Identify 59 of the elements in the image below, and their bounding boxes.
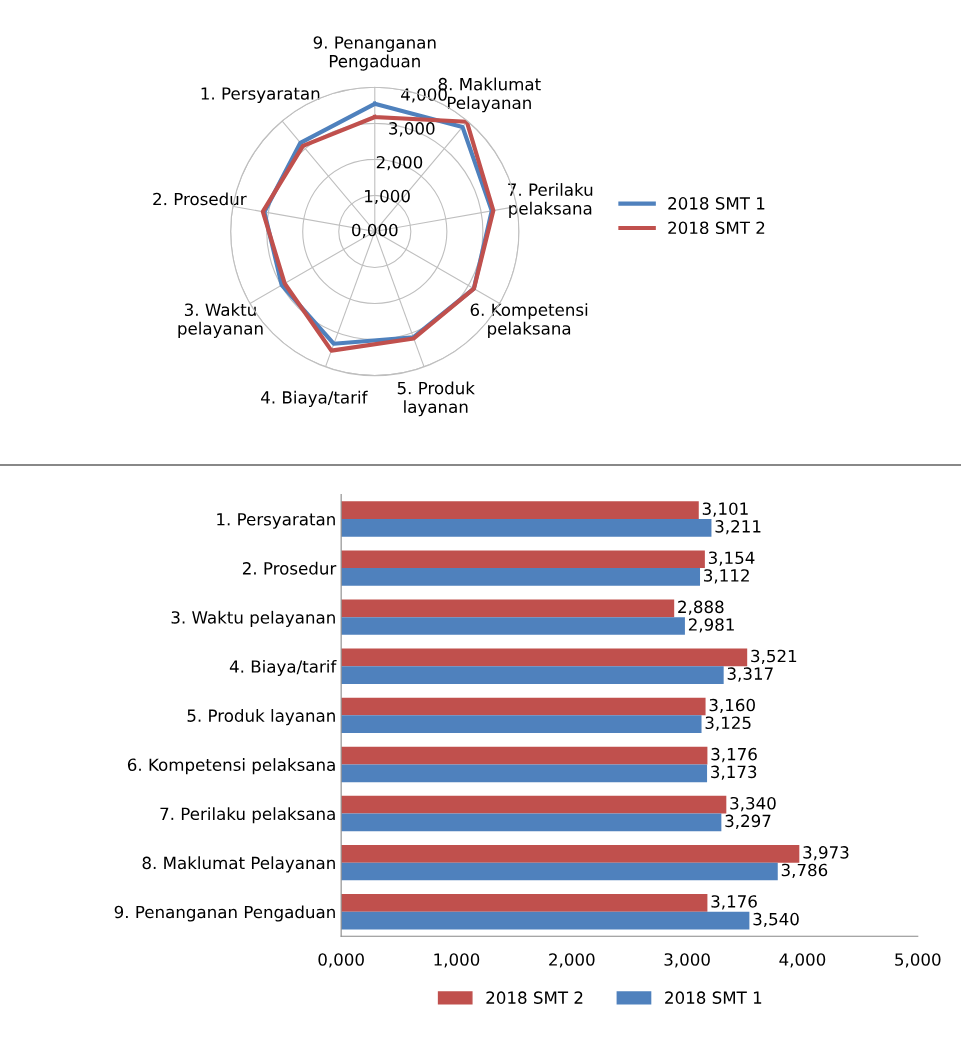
data-label: 3,173 bbox=[711, 765, 757, 780]
data-label: 3,125 bbox=[705, 716, 751, 731]
x-tick-label: 5,000 bbox=[895, 953, 941, 968]
bar bbox=[341, 550, 705, 569]
y-tick-label: 6. Kompetensi pelaksana bbox=[127, 758, 335, 775]
bar bbox=[341, 862, 778, 881]
x-tick-label: 3,000 bbox=[664, 953, 710, 968]
y-tick-label: 4. Biaya/tarif bbox=[229, 659, 337, 677]
bar bbox=[341, 844, 800, 863]
bar bbox=[341, 746, 708, 765]
spoke-label: 2. Prosedur bbox=[153, 192, 247, 206]
spoke-label: 4. Biaya/tarif bbox=[261, 390, 368, 407]
legend-label: 2018 SMT 2 bbox=[668, 221, 765, 235]
data-label: 3,154 bbox=[708, 551, 755, 566]
legend-label: 2018 SMT 1 bbox=[665, 991, 762, 1004]
data-label: 3,160 bbox=[709, 698, 755, 714]
spoke-label: 6. Kompetensi pelaksana bbox=[470, 303, 588, 338]
x-tick-label: 4,000 bbox=[779, 953, 826, 968]
bar bbox=[341, 795, 727, 814]
data-label: 3,317 bbox=[727, 667, 773, 682]
data-label: 3,340 bbox=[730, 796, 776, 812]
bar bbox=[341, 715, 702, 734]
bar bbox=[341, 518, 712, 537]
y-tick-label: 2. Prosedur bbox=[242, 561, 337, 575]
y-tick-label: 3. Waktu pelayanan bbox=[171, 610, 335, 627]
bar bbox=[341, 617, 685, 635]
bar bbox=[341, 648, 748, 667]
bar bbox=[341, 813, 722, 832]
y-tick-label: 5. Produk layanan bbox=[187, 709, 335, 726]
x-tick-label: 2,000 bbox=[549, 953, 595, 968]
data-label: 3,521 bbox=[751, 649, 797, 664]
data-label: 3,176 bbox=[711, 747, 757, 763]
y-tick-label: 7. Perilaku pelaksana bbox=[160, 807, 335, 824]
data-label: 3,176 bbox=[711, 895, 757, 910]
data-label: 3,973 bbox=[803, 846, 849, 861]
bar bbox=[341, 894, 708, 912]
bar bbox=[341, 599, 675, 618]
data-label: 3,786 bbox=[781, 863, 828, 879]
data-label: 3,297 bbox=[725, 814, 771, 829]
x-tick-label: 1,000 bbox=[434, 953, 480, 968]
bar bbox=[341, 666, 724, 684]
legend-label: 2018 SMT 1 bbox=[668, 197, 765, 210]
legend-label: 2018 SMT 2 bbox=[486, 991, 583, 1004]
bar bbox=[341, 697, 706, 716]
data-label: 3,101 bbox=[702, 502, 748, 517]
y-tick-label: 1. Persyaratan bbox=[217, 513, 335, 529]
bar bbox=[341, 911, 750, 930]
x-tick-label: 0,000 bbox=[318, 953, 364, 968]
bar bbox=[341, 764, 708, 783]
data-label: 3,540 bbox=[753, 912, 799, 928]
data-label: 3,211 bbox=[715, 520, 761, 535]
y-tick-label: 8. Maklumat Pelayanan bbox=[142, 856, 335, 873]
spoke-label: 7. Perilaku pelaksana bbox=[508, 183, 593, 218]
data-label: 2,888 bbox=[678, 600, 724, 615]
data-label: 3,112 bbox=[704, 569, 749, 584]
data-label: 2,981 bbox=[688, 618, 734, 633]
bar bbox=[341, 501, 699, 519]
y-tick-label: 9. Penanganan Pengaduan bbox=[114, 905, 335, 922]
bar bbox=[341, 568, 701, 586]
